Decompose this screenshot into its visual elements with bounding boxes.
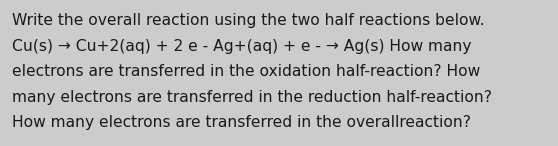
Text: Write the overall reaction using the two half reactions below.: Write the overall reaction using the two… <box>12 13 485 28</box>
Text: Cu(s) → Cu+2(aq) + 2 e - Ag+(aq) + e - → Ag(s) How many: Cu(s) → Cu+2(aq) + 2 e - Ag+(aq) + e - →… <box>12 39 472 54</box>
Text: many electrons are transferred in the reduction half-reaction?: many electrons are transferred in the re… <box>12 90 492 105</box>
Text: electrons are transferred in the oxidation half-reaction? How: electrons are transferred in the oxidati… <box>12 64 480 79</box>
Text: How many electrons are transferred in the overallreaction?: How many electrons are transferred in th… <box>12 115 472 130</box>
